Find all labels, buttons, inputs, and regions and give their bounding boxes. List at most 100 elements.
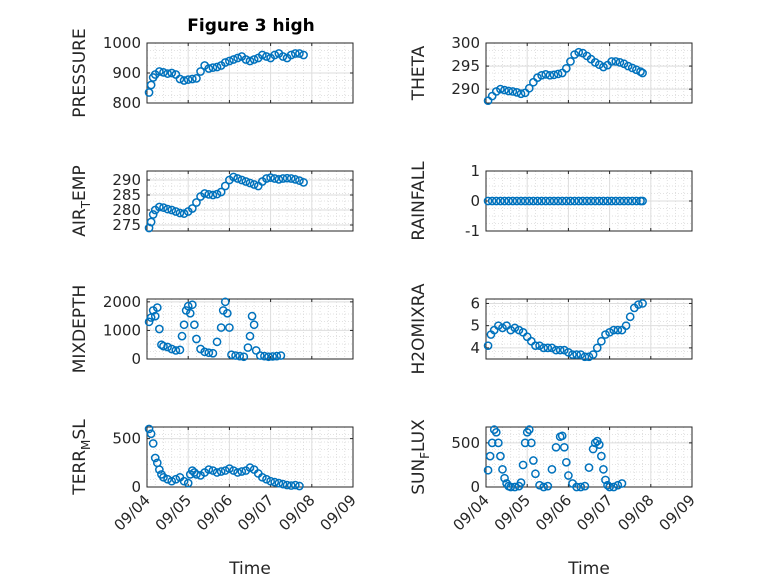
data-point: [529, 456, 538, 465]
data-point: [483, 341, 493, 351]
data-point: [212, 189, 222, 199]
data-point: [557, 431, 567, 441]
data-point: [274, 478, 284, 488]
data-point: [204, 465, 214, 474]
data-point: [163, 474, 172, 484]
axes-box: [146, 298, 354, 360]
data-point: [500, 85, 509, 95]
data-point: [627, 63, 637, 73]
y-tick-label: 0: [470, 478, 480, 496]
data-point: [553, 196, 563, 206]
y-axis-label: MIXDEPTH: [70, 285, 90, 374]
data-point: [278, 52, 288, 61]
data-point: [597, 451, 606, 461]
data-point: [609, 482, 619, 492]
data-point: [241, 177, 251, 186]
data-point: [537, 196, 546, 206]
y-tick-label: 4: [470, 339, 480, 357]
data-point: [192, 198, 201, 207]
data-point: [241, 55, 251, 64]
data-point: [494, 438, 503, 448]
data-point: [580, 481, 590, 491]
data-point: [187, 300, 197, 310]
x-tick-label: 09/07: [573, 491, 616, 534]
subplot-rainfall: -1 0 1 RAINFALL: [409, 161, 693, 241]
data-point: [150, 453, 160, 463]
data-point: [179, 320, 189, 330]
data-point: [258, 472, 267, 482]
data-point: [299, 178, 308, 187]
data-point: [590, 196, 600, 206]
data-point: [159, 341, 168, 351]
data-point: [208, 190, 218, 200]
data-point: [167, 344, 177, 354]
data-point: [576, 482, 586, 492]
y-tick-label: 0: [470, 192, 480, 210]
data-point: [225, 323, 234, 332]
data-point: [144, 88, 154, 97]
data-point: [204, 348, 214, 358]
data-point: [599, 465, 608, 474]
data-point: [496, 84, 505, 94]
data-point: [537, 70, 546, 80]
data-point: [278, 174, 288, 183]
data-point: [192, 470, 201, 479]
data-point: [233, 468, 242, 477]
data-point: [638, 68, 647, 78]
x-axis-label: Time: [228, 559, 271, 579]
data-point: [216, 467, 226, 476]
data-point: [613, 480, 623, 490]
data-point: [152, 303, 162, 312]
data-point: [570, 196, 579, 206]
data-point: [299, 50, 308, 60]
data-point: [568, 350, 577, 359]
data-point: [549, 70, 559, 80]
y-tick-label: 0: [131, 350, 141, 368]
data-point: [504, 196, 514, 206]
axes-box: [146, 426, 354, 488]
data-point: [260, 351, 269, 361]
data-point: [547, 465, 557, 474]
data-point: [282, 173, 292, 183]
subplot-theta: 290 295 300 THETA: [409, 34, 693, 106]
data-point: [485, 451, 495, 461]
data-point: [617, 479, 627, 488]
data-point: [159, 203, 168, 212]
data-point: [483, 196, 493, 206]
data-point: [615, 58, 625, 67]
x-tick-label: 09/09: [656, 491, 699, 534]
data-point: [175, 74, 185, 84]
data-point: [566, 196, 575, 206]
y-tick-label: 500: [112, 430, 141, 448]
data-point: [171, 207, 181, 216]
data-point: [233, 174, 242, 183]
data-point: [611, 196, 621, 206]
data-point: [572, 482, 581, 492]
data-point: [249, 55, 259, 64]
y-tick-label: 275: [112, 216, 141, 234]
data-point: [524, 425, 534, 434]
data-point: [220, 466, 230, 475]
data-point: [578, 196, 588, 206]
data-point: [491, 196, 501, 206]
data-point: [262, 474, 271, 484]
data-point: [245, 463, 255, 472]
axes-box: [485, 42, 693, 104]
y-tick-label: 0: [131, 478, 141, 496]
data-point: [535, 480, 544, 490]
y-tick-label: 800: [112, 94, 141, 112]
data-point: [609, 325, 619, 335]
data-point: [508, 87, 518, 96]
x-tick-label: 09/06: [193, 491, 236, 534]
data-point: [200, 189, 210, 198]
y-tick-label: 290: [112, 171, 141, 189]
y-tick-label: 900: [112, 64, 141, 82]
data-point: [235, 351, 245, 361]
data-point: [212, 62, 222, 72]
y-tick-label: 285: [112, 186, 141, 204]
data-point: [590, 438, 600, 448]
data-point: [549, 196, 559, 206]
data-point: [155, 324, 164, 334]
